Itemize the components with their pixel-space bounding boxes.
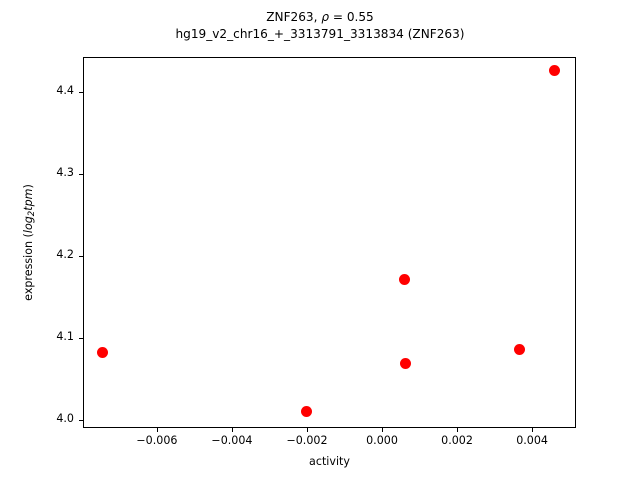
y-tick-mark bbox=[79, 255, 83, 257]
title-line-primary: ZNF263, ρ = 0.55 bbox=[0, 9, 640, 26]
x-tick-label: −0.006 bbox=[136, 434, 178, 447]
x-axis-label: activity bbox=[309, 455, 350, 468]
scatter-point bbox=[398, 273, 410, 285]
x-tick-mark bbox=[231, 428, 233, 432]
x-tick-label: −0.004 bbox=[211, 434, 253, 447]
y-tick-label: 4.2 bbox=[56, 247, 74, 261]
y-axis-label-wrapper: expression (log2tpm) bbox=[22, 57, 40, 428]
scatter-point bbox=[97, 346, 109, 358]
scatter-point bbox=[300, 405, 312, 417]
y-tick-mark bbox=[79, 419, 83, 421]
x-tick-mark bbox=[156, 428, 158, 432]
ylabel-suffix: ) bbox=[22, 184, 35, 189]
y-tick-mark bbox=[79, 337, 83, 339]
x-tick-mark bbox=[306, 428, 308, 432]
rho-value: = 0.55 bbox=[329, 10, 374, 24]
scatter-point bbox=[400, 358, 412, 370]
figure-title: ZNF263, ρ = 0.55 hg19_v2_chr16_+_3313791… bbox=[0, 9, 640, 43]
ylabel-subscript: 2 bbox=[27, 210, 38, 217]
y-tick-mark bbox=[79, 91, 83, 93]
plot-axes-frame bbox=[83, 57, 576, 428]
y-tick-label: 4.0 bbox=[56, 411, 74, 425]
x-tick-label: −0.002 bbox=[286, 434, 328, 447]
y-tick-label: 4.1 bbox=[56, 329, 74, 343]
title-gene-name: ZNF263, bbox=[266, 10, 322, 24]
x-tick-label: 0.002 bbox=[441, 434, 473, 447]
scatter-plot-area bbox=[84, 58, 575, 427]
x-tick-label: 0.000 bbox=[366, 434, 398, 447]
title-line-secondary: hg19_v2_chr16_+_3313791_3313834 (ZNF263) bbox=[175, 27, 465, 41]
ylabel-tpm: tpm bbox=[22, 188, 35, 211]
scatter-point bbox=[548, 65, 560, 77]
y-tick-label: 4.3 bbox=[56, 165, 74, 179]
y-tick-label: 4.4 bbox=[56, 83, 74, 97]
scatter-point bbox=[513, 344, 525, 356]
x-tick-label: 0.004 bbox=[516, 434, 548, 447]
x-tick-mark bbox=[457, 428, 459, 432]
y-tick-mark bbox=[79, 173, 83, 175]
x-tick-mark bbox=[382, 428, 384, 432]
ylabel-prefix: expression ( bbox=[22, 233, 35, 301]
y-axis-label: expression (log2tpm) bbox=[22, 57, 37, 428]
x-tick-mark bbox=[532, 428, 534, 432]
ylabel-log: log bbox=[22, 216, 35, 234]
rho-symbol: ρ bbox=[321, 10, 329, 24]
